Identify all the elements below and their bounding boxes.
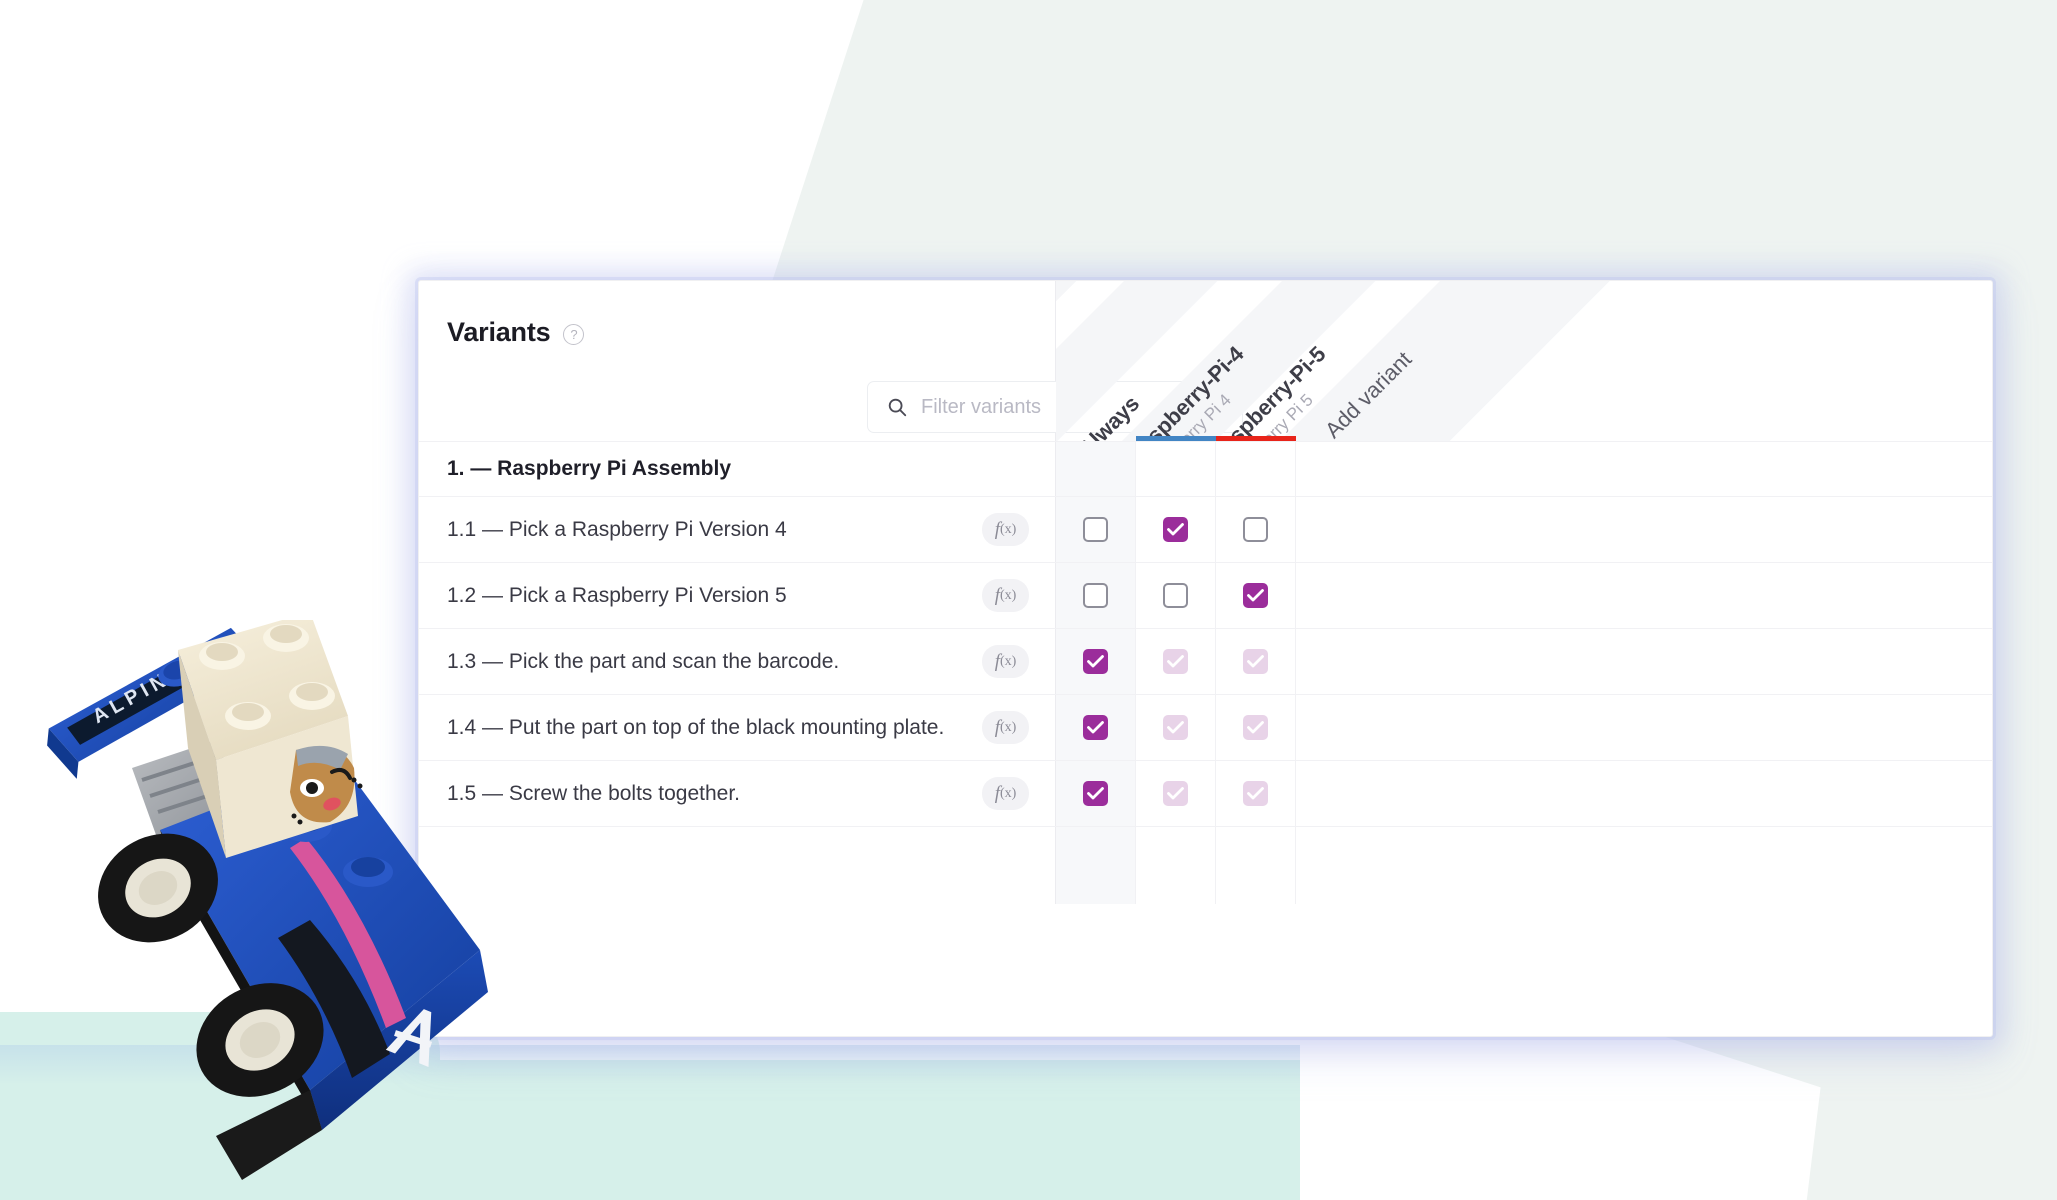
empty-cell [1296,761,1992,826]
checkbox-unchecked[interactable] [1163,583,1188,608]
checkbox-unchecked[interactable] [1243,517,1268,542]
empty-cell [1296,497,1992,562]
empty-cell [1296,442,1992,496]
checkbox-cell[interactable] [1056,497,1136,562]
checkbox-faded[interactable] [1163,781,1188,806]
formula-button[interactable]: f (x) [982,513,1029,546]
question-circle-icon[interactable]: ? [563,323,585,345]
row-label: 1. — Raspberry Pi Assembly [447,457,732,480]
row-label-cell: 1.1 — Pick a Raspberry Pi Version 4 f (x) [419,497,1056,562]
table-row[interactable]: 1.5 — Screw the bolts together. f (x) [419,760,1992,826]
checkbox-cell [1216,442,1296,496]
row-label-cell: 1. — Raspberry Pi Assembly [419,442,1056,496]
table-row[interactable]: 1.4 — Put the part on top of the black m… [419,694,1992,760]
checkbox-cell[interactable] [1136,629,1216,694]
page-title: Variants [447,317,551,347]
checkbox-checked[interactable] [1083,649,1108,674]
lego-race-car: ALPINE [47,620,488,1180]
checkbox-checked[interactable] [1163,517,1188,542]
checkbox-cell[interactable] [1216,563,1296,628]
checkbox-cell[interactable] [1216,761,1296,826]
variants-table: 1. — Raspberry Pi Assembly 1.1 — Pick a R… [419,441,1992,904]
formula-button[interactable]: f (x) [982,645,1029,678]
formula-button[interactable]: f (x) [982,711,1029,744]
checkbox-checked[interactable] [1083,781,1108,806]
checkbox-checked[interactable] [1083,715,1108,740]
checkbox-faded[interactable] [1243,781,1268,806]
variant-columns-header: + Always Raspberry-Pi-4 Raspberry Pi 4 R… [1056,281,1992,441]
checkbox-cell[interactable] [1136,695,1216,760]
checkbox-cell[interactable] [1056,629,1136,694]
checkbox-cell[interactable] [1056,695,1136,760]
row-label-cell: 1.5 — Screw the bolts together. f (x) [419,761,1056,826]
search-icon [886,396,908,418]
checkbox-cell [1056,442,1136,496]
checkbox-cell[interactable] [1136,761,1216,826]
variants-card: Variants ? [418,280,1993,1037]
spacer-empty-cell [1296,827,1992,904]
checkbox-cell[interactable] [1216,629,1296,694]
table-section-row[interactable]: 1. — Raspberry Pi Assembly [419,441,1992,496]
card-header: Variants ? [419,281,1992,441]
title-row: Variants ? [447,317,585,348]
spacer-checkbox-cell [1216,827,1296,904]
lego-wheel-front [196,983,324,1097]
table-spacer-row [419,826,1992,904]
checkbox-cell[interactable] [1056,563,1136,628]
checkbox-cell[interactable] [1136,563,1216,628]
spacer-label-cell [419,827,1056,904]
lego-wheel-rear [98,833,218,943]
checkbox-cell[interactable] [1056,761,1136,826]
checkbox-unchecked[interactable] [1083,583,1108,608]
table-row[interactable]: 1.2 — Pick a Raspberry Pi Version 5 f (x) [419,562,1992,628]
empty-cell [1296,695,1992,760]
checkbox-cell[interactable] [1216,497,1296,562]
empty-cell [1296,629,1992,694]
formula-button[interactable]: f (x) [982,579,1029,612]
spacer-checkbox-cell [1056,827,1136,904]
row-label-cell: 1.3 — Pick the part and scan the barcode… [419,629,1056,694]
empty-cell [1296,563,1992,628]
checkbox-cell [1136,442,1216,496]
row-label: 1.1 — Pick a Raspberry Pi Version 4 [447,517,787,541]
row-label: 1.2 — Pick a Raspberry Pi Version 5 [447,583,787,607]
card-header-left: Variants ? [419,281,1243,441]
checkbox-faded[interactable] [1243,649,1268,674]
checkbox-faded[interactable] [1163,649,1188,674]
column-accent-raspberry-pi-4 [1136,436,1216,441]
checkbox-faded[interactable] [1163,715,1188,740]
row-label-cell: 1.4 — Put the part on top of the black m… [419,695,1056,760]
column-accent-raspberry-pi-5 [1216,436,1296,441]
alpine-logo [385,1009,433,1068]
checkbox-faded[interactable] [1243,715,1268,740]
checkbox-checked[interactable] [1243,583,1268,608]
row-label-cell: 1.2 — Pick a Raspberry Pi Version 5 f (x) [419,563,1056,628]
table-row[interactable]: 1.3 — Pick the part and scan the barcode… [419,628,1992,694]
spacer-checkbox-cell [1136,827,1216,904]
checkbox-cell[interactable] [1216,695,1296,760]
table-row[interactable]: 1.1 — Pick a Raspberry Pi Version 4 f (x) [419,496,1992,562]
lego-printed-face [290,745,363,825]
checkbox-cell[interactable] [1136,497,1216,562]
checkbox-unchecked[interactable] [1083,517,1108,542]
lego-cream-brick [178,620,363,858]
formula-button[interactable]: f (x) [982,777,1029,810]
